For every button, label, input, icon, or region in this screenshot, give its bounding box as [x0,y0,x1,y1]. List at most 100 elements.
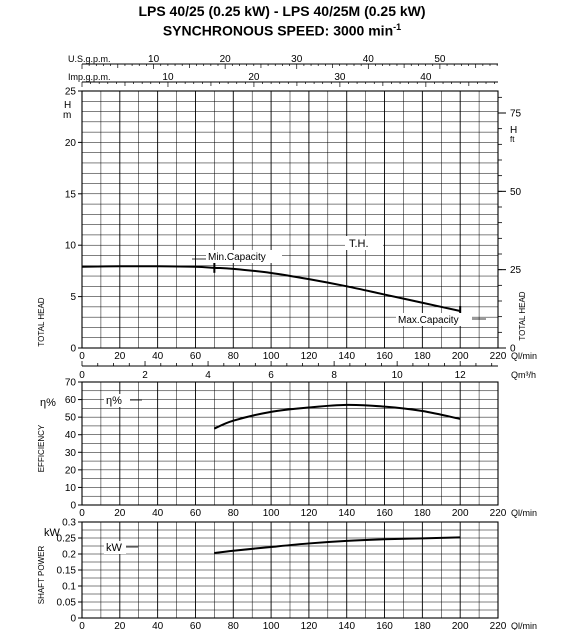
y-tick-label: 5 [70,292,76,303]
head-series-label: T.H. [349,238,369,250]
efficiency-unit-label: η% [40,397,56,409]
y-tick-label: 15 [65,189,77,200]
power-curve [214,536,461,555]
y-tick-label: 0.05 [57,598,77,609]
y-tick-label: 20 [65,465,77,476]
x-tick-label: 220 [490,351,507,362]
x-tick-label: 60 [190,508,202,519]
y-axis-title: TOTAL HEAD [37,297,46,346]
x-tick-label: 100 [263,351,280,362]
q-m3h-tick-label: 12 [455,370,467,381]
x-tick-label: 100 [263,621,280,630]
efficiency-curve [213,403,461,430]
top-scale-tick-label: 40 [363,54,375,65]
y-right-unit-symbol: H [510,125,517,136]
y-tick-label: 0.15 [57,566,77,577]
top-scale-tick-label: 20 [220,54,232,65]
series-label-bg [104,394,130,407]
x-tick-label: 200 [452,621,469,630]
y-tick-label: 0.25 [57,534,77,545]
y-right-tick-label: 75 [510,108,522,119]
q-m3h-tick-label: 0 [79,370,85,381]
x-tick-label: 180 [414,351,431,362]
x-tick-label: 200 [452,508,469,519]
x-tick-label: 140 [338,508,355,519]
q-m3h-tick-label: 2 [142,370,148,381]
x-tick-label: 0 [79,508,85,519]
x-tick-label: 60 [190,351,202,362]
y-tick-label: 20 [65,138,77,149]
y-right-tick-label: 50 [510,187,522,198]
annotation-bg [396,313,472,326]
x-tick-label: 0 [79,621,85,630]
x-tick-label: 180 [414,508,431,519]
x-tick-label: 80 [228,351,240,362]
y-tick-label: 0.2 [62,550,76,561]
top-scale-unit-label: Imp.g.p.m. [68,72,111,82]
x-tick-label: 60 [190,621,202,630]
chart-title-line1: LPS 40/25 (0.25 kW) - LPS 40/25M (0.25 k… [138,3,426,19]
x-tick-label: 120 [301,351,318,362]
y-tick-label: 30 [65,448,77,459]
x-tick-label: 40 [152,621,164,630]
q-m3h-tick-label: 8 [331,370,337,381]
x-tick-label: 40 [152,351,164,362]
y-tick-label: 25 [65,87,77,98]
y-unit-symbol: H [64,100,71,111]
x-tick-label: 180 [414,621,431,630]
x-axis-unit-label: Ql/min [511,351,537,361]
x-tick-label: 0 [79,351,85,362]
x-tick-label: 20 [114,508,126,519]
max-capacity-label: Max.Capacity [398,315,459,326]
y-tick-label: 0 [70,501,76,512]
y-right-axis-title: TOTAL HEAD [518,291,527,340]
annotation-bg [206,250,282,263]
x-tick-label: 220 [490,621,507,630]
y-tick-label: 60 [65,395,77,406]
chart-title-line2: SYNCHRONOUS SPEED: 3000 min-1 [0,19,564,39]
x-tick-label: 160 [376,351,393,362]
min-capacity-label: Min.Capacity [208,252,266,263]
y-tick-label: 0.3 [62,518,76,529]
y-tick-label: 0.1 [62,582,76,593]
x-tick-label: 160 [376,621,393,630]
y-tick-label: 70 [65,378,77,389]
q-m3h-tick-label: 6 [268,370,274,381]
y-tick-label: 0 [70,344,76,355]
x-tick-label: 20 [114,351,126,362]
head-curve [81,265,461,312]
plot-frame [81,90,499,349]
x-tick-label: 20 [114,621,126,630]
x-tick-label: 80 [228,621,240,630]
top-scale-tick-label: 30 [291,54,303,65]
x-axis-unit-label: Ql/min [511,508,537,518]
series-label-bg [104,541,126,554]
q-m3h-tick-label: 4 [205,370,211,381]
top-scale-tick-label: 10 [148,54,160,65]
chart-title-speed-exponent: -1 [393,22,402,32]
x-tick-label: 220 [490,508,507,519]
top-scale-tick-label: 10 [162,72,174,83]
chart-title-speed: SYNCHRONOUS SPEED: 3000 min [162,22,394,39]
x-tick-label: 100 [263,508,280,519]
y-axis-title: EFFICIENCY [37,424,46,472]
plot-frame [81,381,499,506]
top-scale-tick-label: 30 [334,72,346,83]
y-tick-label: 40 [65,430,77,441]
top-scale-tick-label: 40 [420,72,432,83]
y-right-tick-label: 0 [510,344,516,355]
x-tick-label: 140 [338,621,355,630]
x-axis-unit-label: Ql/min [511,621,537,630]
y-tick-label: 50 [65,413,77,424]
power-unit-label: kW [44,527,61,539]
x-tick-label: 140 [338,351,355,362]
x-tick-label: 200 [452,351,469,362]
q-m3h-tick-label: 10 [392,370,404,381]
y-right-unit-symbol: ft [510,135,515,144]
power-series-label: kW [106,542,123,554]
y-tick-label: 10 [65,483,77,494]
top-scale-tick-label: 50 [434,54,446,65]
top-scale-tick-label: 20 [248,72,260,83]
q-m3h-unit-label: Qm³/h [511,370,536,380]
